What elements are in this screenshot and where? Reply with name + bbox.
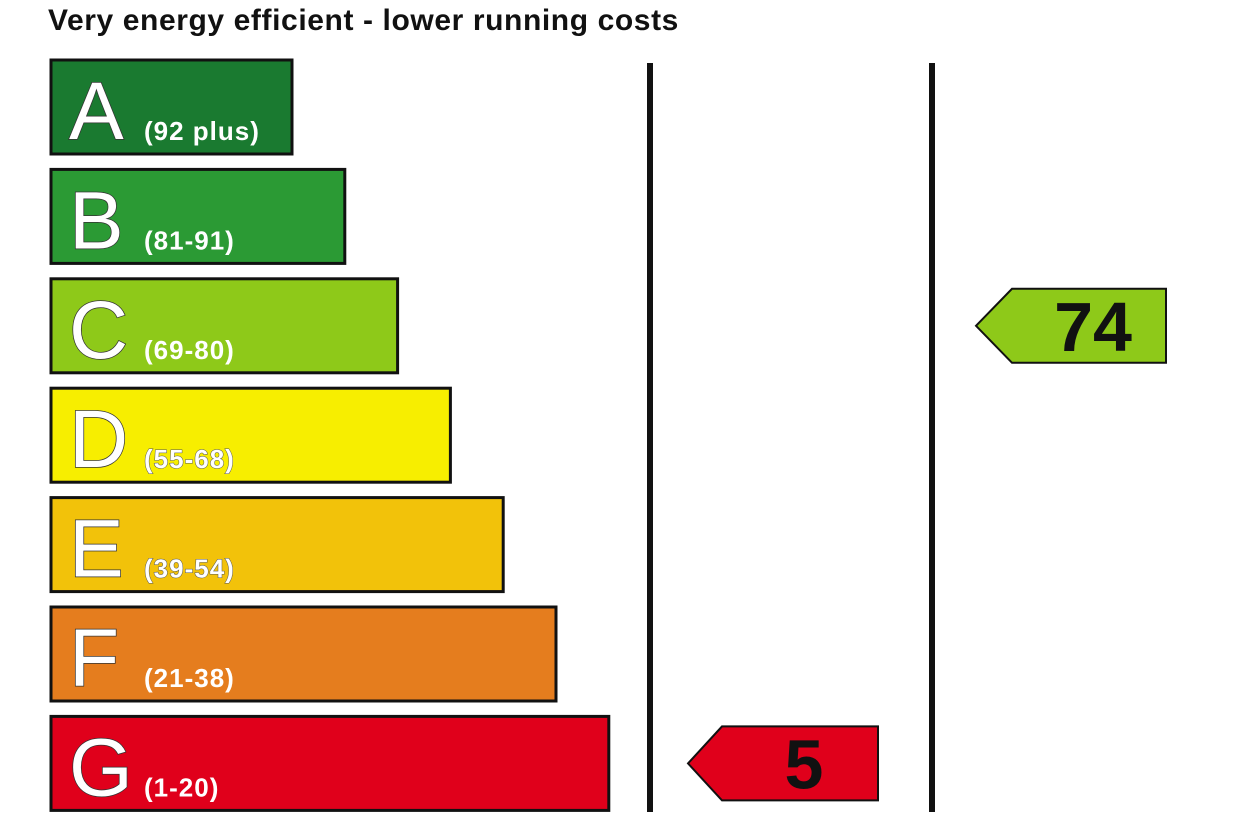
band-g-range: (1-20)	[144, 772, 219, 802]
band-a-bar	[49, 58, 294, 156]
band-a-letter: A	[69, 66, 124, 157]
band-d-range: (55-68)	[144, 444, 235, 474]
band-g-letter: G	[69, 722, 133, 813]
band-e-letter: E	[69, 504, 124, 595]
band-c-bar	[49, 277, 400, 375]
band-e-bar	[49, 496, 505, 594]
band-c-range: (69-80)	[144, 335, 235, 365]
band-a-range: (92 plus)	[144, 116, 260, 146]
band-d-bar	[49, 386, 452, 484]
band-f-letter: F	[69, 613, 119, 704]
band-f-range: (21-38)	[144, 663, 235, 693]
band-b-letter: B	[69, 175, 124, 266]
potential-rating-value: 74	[1054, 288, 1132, 366]
band-g-bar	[49, 714, 611, 812]
current-rating-pointer	[686, 725, 879, 802]
band-b-range: (81-91)	[144, 225, 235, 255]
current-rating-value: 5	[785, 725, 824, 803]
potential-rating-pointer	[974, 287, 1167, 364]
band-d-letter: D	[69, 394, 128, 485]
band-b-bar	[49, 167, 347, 265]
band-c-letter: C	[69, 285, 128, 376]
band-e-range: (39-54)	[144, 554, 235, 584]
chart-title: Very energy efficient - lower running co…	[48, 4, 679, 37]
band-f-bar	[49, 605, 558, 703]
